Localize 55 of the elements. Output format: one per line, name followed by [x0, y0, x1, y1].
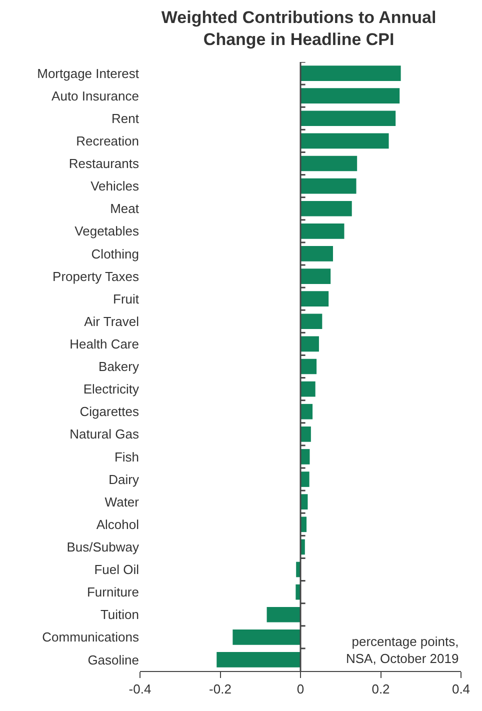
bar [300, 110, 396, 126]
y-tick-label: Health Care [70, 336, 139, 352]
y-tick-label: Clothing [91, 246, 139, 262]
x-tick-label: 0.4 [452, 682, 470, 697]
y-tick-label: Air Travel [84, 314, 140, 329]
bar [300, 66, 401, 81]
y-tick-label: Communications [42, 630, 140, 645]
y-tick-label: Electricity [83, 382, 140, 397]
y-tick-label: Auto Insurance [52, 88, 139, 104]
bar [300, 336, 319, 352]
y-tick-label: Natural Gas [70, 426, 140, 442]
bar [300, 156, 358, 172]
y-tick-label: Cigarettes [80, 404, 140, 420]
bar [300, 133, 389, 149]
y-tick-label: Tuition [100, 607, 139, 622]
x-tick-label: 0 [296, 682, 304, 697]
bar [232, 630, 300, 645]
bar [300, 178, 356, 194]
y-tick-label: Bakery [98, 359, 140, 374]
y-tick-label: Recreation [76, 133, 139, 148]
bar [300, 381, 316, 397]
bar [296, 584, 300, 600]
x-tick-label: -0.2 [209, 682, 232, 697]
y-tick-label: Bus/Subway [66, 539, 140, 554]
bar [300, 88, 400, 104]
bar [266, 606, 300, 622]
bar [300, 200, 352, 216]
bar [300, 404, 313, 420]
y-tick-label: Fuel Oil [94, 562, 140, 578]
x-tick-label: -0.4 [128, 682, 152, 697]
bar [300, 291, 329, 306]
x-tick-label: 0.2 [372, 682, 390, 697]
bar [300, 426, 311, 442]
bar [216, 652, 300, 668]
y-tick-label: Vehicles [90, 178, 140, 194]
chart-title: Weighted Contributions to Annual Change in Headline CPI [161, 8, 436, 49]
y-tick-label: Fruit [113, 291, 140, 306]
y-tick-label: Property Taxes [52, 268, 140, 284]
y-tick-label: Furniture [86, 584, 139, 600]
y-tick-label: Meat [110, 201, 140, 216]
bar [300, 358, 317, 374]
bar [300, 224, 344, 239]
y-tick-label: Vegetables [74, 224, 140, 239]
annotation: percentage points, NSA, October 2019 [346, 634, 459, 666]
y-tick-label: Dairy [108, 472, 140, 487]
y-tick-label: Gasoline [88, 652, 139, 668]
bar [300, 246, 333, 262]
bar [300, 314, 322, 330]
y-tick-label: Restaurants [68, 156, 140, 172]
y-tick-label: Mortgage Interest [37, 66, 140, 81]
y-tick-label: Water [104, 494, 140, 510]
bar [300, 268, 331, 284]
y-tick-label: Fish [114, 449, 139, 464]
y-tick-label: Alcohol [96, 516, 140, 532]
y-tick-label: Rent [112, 110, 140, 126]
